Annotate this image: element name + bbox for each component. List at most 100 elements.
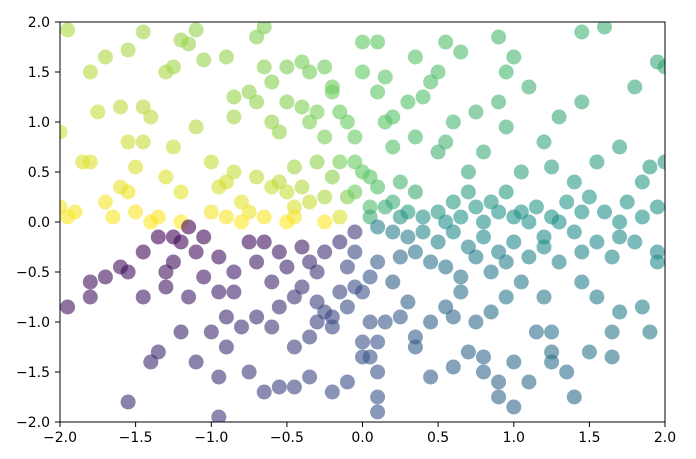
scatter-point [407,244,423,260]
scatter-point [476,229,491,245]
scatter-point [392,309,408,325]
scatter-point [468,104,484,120]
scatter-point [423,254,439,270]
scatter-point [574,274,590,290]
scatter-point [82,289,98,305]
scatter-point [279,259,295,275]
scatter-point [332,234,348,250]
scatter-point [165,139,181,155]
x-tick: 2.0 [654,422,676,446]
scatter-point [317,189,333,205]
scatter-point [226,89,242,105]
scatter-point [438,134,454,150]
scatter-point [377,199,393,215]
scatter-point [158,279,174,295]
scatter-point [302,194,318,210]
scatter-point [612,229,628,245]
scatter-point [566,174,582,190]
x-tick-label: −1.5 [119,430,153,446]
scatter-point [309,154,325,170]
x-tick: −0.5 [270,422,304,446]
scatter-point [574,94,590,110]
scatter-point [634,174,650,190]
scatter-point [649,254,665,270]
scatter-point [120,394,136,410]
scatter-point [332,209,348,225]
scatter-point [165,59,181,75]
y-tick: 1.0 [28,115,60,131]
scatter-point [173,184,189,200]
scatter-point [294,99,310,115]
scatter-point [249,169,265,185]
scatter-point [370,34,386,50]
scatter-point [559,194,575,210]
scatter-point [226,164,242,180]
scatter-point [256,384,272,400]
scatter-point [370,254,386,270]
scatter-point [135,24,151,40]
scatter-point [173,324,189,340]
scatter-point [120,134,136,150]
scatter-point [370,334,386,350]
scatter-point [211,369,227,385]
scatter-point [256,234,272,250]
scatter-point [513,274,529,290]
scatter-point [385,224,401,240]
y-tick: 1.5 [28,65,60,81]
scatter-point [597,22,612,35]
scatter-point [468,199,484,215]
scatter-point [324,319,340,335]
scatter-point [589,154,605,170]
scatter-point [634,209,650,225]
scatter-point [347,154,363,170]
scatter-point [218,49,234,65]
y-tick-label: 2.0 [28,15,50,31]
scatter-point [657,154,665,170]
scatter-point [438,259,454,275]
scatter-point [612,214,628,230]
scatter-point [188,244,204,260]
scatter-point [218,309,234,325]
scatter-point [324,169,340,185]
scatter-point [339,374,355,390]
scatter-point [453,284,469,300]
x-tick-label: 2.0 [654,430,676,446]
scatter-point [521,214,537,230]
scatter-point [581,189,597,205]
scatter-point [370,84,386,100]
scatter-point [521,79,537,95]
scatter-point [256,59,272,75]
scatter-point [445,224,461,240]
scatter-point [264,274,280,290]
scatter-point [218,339,234,355]
x-tick-label: −0.5 [270,430,304,446]
scatter-point [460,344,476,360]
scatter-point [498,254,514,270]
x-tick: −2.0 [43,422,77,446]
scatter-point [544,324,560,340]
scatter-point [249,309,265,325]
scatter-point [513,164,529,180]
scatter-point [453,44,469,60]
scatter-point [370,364,386,380]
scatter-point [90,104,106,120]
scatter-point [286,159,302,175]
y-tick-label: 1.5 [28,65,50,81]
scatter-point [286,339,302,355]
y-tick: −1.0 [16,315,60,331]
scatter-point [324,84,340,100]
scatter-point [506,49,522,65]
scatter-point [604,249,620,265]
scatter-point [143,354,159,370]
scatter-point [400,94,416,110]
scatter-point [528,199,544,215]
y-tick-label: −0.5 [16,265,50,281]
scatter-point [476,349,491,365]
scatter-point [498,64,514,80]
scatter-point [135,134,151,150]
x-tick-label: 1.5 [578,430,600,446]
scatter-point [551,254,567,270]
scatter-point [158,264,174,280]
y-tick: 0.5 [28,165,60,181]
